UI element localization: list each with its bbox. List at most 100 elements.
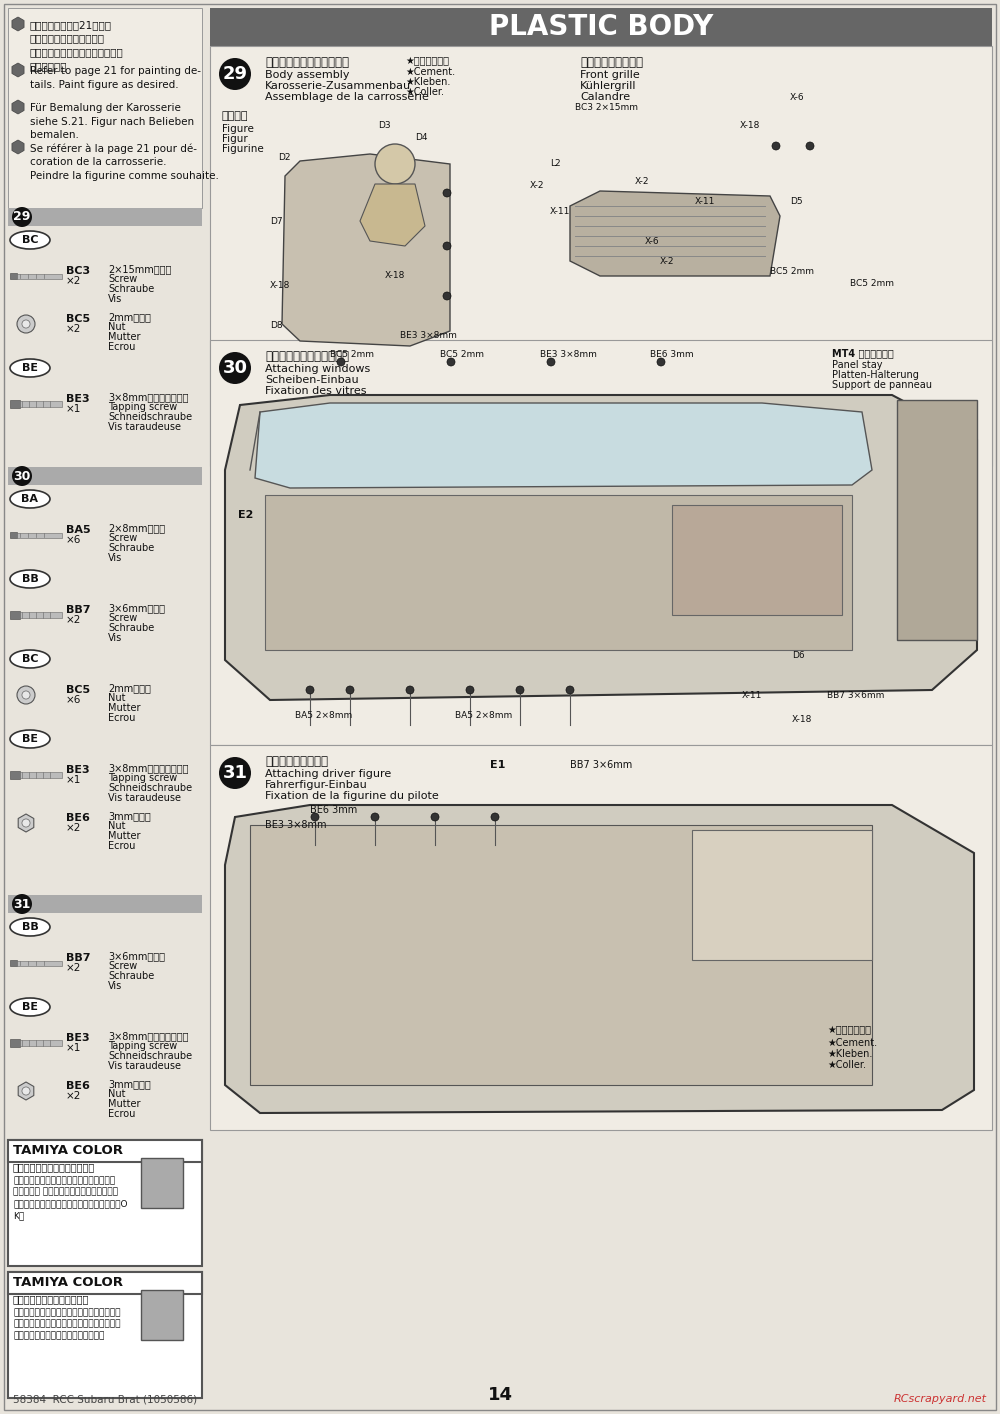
Text: Nut: Nut: [108, 822, 126, 831]
Text: Mutter: Mutter: [108, 1099, 140, 1109]
Text: BE3 3×8mm: BE3 3×8mm: [400, 331, 457, 341]
Text: 30: 30: [222, 359, 248, 378]
Text: Refer to page 21 for painting de-
tails. Paint figure as desired.: Refer to page 21 for painting de- tails.…: [30, 66, 201, 89]
Polygon shape: [282, 154, 450, 346]
Text: Screw: Screw: [108, 533, 137, 543]
FancyBboxPatch shape: [17, 533, 62, 537]
Text: Mutter: Mutter: [108, 831, 140, 841]
Text: 《ボディ部品の組み立て》: 《ボディ部品の組み立て》: [265, 57, 349, 69]
FancyBboxPatch shape: [20, 402, 62, 407]
Polygon shape: [12, 140, 24, 154]
Text: BC5 2mm: BC5 2mm: [440, 351, 484, 359]
Text: Figurine: Figurine: [222, 144, 264, 154]
Text: TAMIYA COLOR: TAMIYA COLOR: [13, 1144, 123, 1157]
Text: MT4 パネルステイ: MT4 パネルステイ: [832, 348, 894, 358]
Circle shape: [346, 686, 354, 694]
Polygon shape: [18, 814, 34, 831]
Text: BE: BE: [22, 734, 38, 744]
Text: BA5 2×8mm: BA5 2×8mm: [295, 710, 352, 720]
Text: 3×8mmタッピングビス: 3×8mmタッピングビス: [108, 1031, 188, 1041]
Text: ★Kleben.: ★Kleben.: [827, 1049, 872, 1059]
Text: Fixation de la figurine du pilote: Fixation de la figurine du pilote: [265, 790, 439, 800]
Text: L2: L2: [550, 160, 561, 168]
Text: BA5: BA5: [66, 525, 91, 534]
Text: Ecrou: Ecrou: [108, 841, 135, 851]
Text: BA5 2×8mm: BA5 2×8mm: [455, 710, 512, 720]
Text: Assemblage de la carrosserie: Assemblage de la carrosserie: [265, 92, 429, 102]
FancyBboxPatch shape: [20, 772, 62, 778]
Text: E1: E1: [490, 759, 505, 771]
Circle shape: [371, 813, 379, 822]
FancyBboxPatch shape: [8, 1140, 202, 1162]
Ellipse shape: [10, 650, 50, 667]
FancyBboxPatch shape: [10, 532, 17, 537]
Text: 58384  RCC Subaru Brat (1050586): 58384 RCC Subaru Brat (1050586): [13, 1394, 197, 1404]
Circle shape: [547, 358, 555, 366]
Circle shape: [375, 144, 415, 184]
Text: Schraube: Schraube: [108, 624, 154, 633]
Polygon shape: [12, 17, 24, 31]
Polygon shape: [225, 395, 977, 700]
Circle shape: [772, 141, 780, 150]
Circle shape: [337, 358, 345, 366]
Text: Vis taraudeuse: Vis taraudeuse: [108, 793, 181, 803]
Text: 29: 29: [13, 211, 31, 223]
Text: ×2: ×2: [66, 823, 81, 833]
Polygon shape: [692, 830, 872, 960]
Text: Fixation des vitres: Fixation des vitres: [265, 386, 366, 396]
Ellipse shape: [10, 998, 50, 1017]
Circle shape: [219, 756, 251, 789]
Text: Kühlergrill: Kühlergrill: [580, 81, 637, 90]
Text: Panel stay: Panel stay: [832, 361, 883, 370]
Polygon shape: [250, 824, 872, 1085]
FancyBboxPatch shape: [8, 8, 202, 208]
Text: RCscrapyard.net: RCscrapyard.net: [894, 1394, 987, 1404]
Circle shape: [491, 813, 499, 822]
Text: X-18: X-18: [792, 715, 812, 724]
Text: BC3: BC3: [66, 266, 90, 276]
Text: D2: D2: [278, 154, 290, 163]
FancyBboxPatch shape: [210, 8, 992, 47]
FancyBboxPatch shape: [10, 1039, 20, 1046]
Text: タミヤカラー（エナメル塗料）: タミヤカラー（エナメル塗料）: [13, 1162, 95, 1172]
Circle shape: [443, 293, 451, 300]
Text: 3mmナット: 3mmナット: [108, 1079, 151, 1089]
Ellipse shape: [10, 230, 50, 249]
Text: PLASTIC BODY: PLASTIC BODY: [489, 13, 713, 41]
Ellipse shape: [10, 918, 50, 936]
Text: D3: D3: [378, 122, 391, 130]
Polygon shape: [360, 184, 425, 246]
FancyBboxPatch shape: [210, 745, 992, 1130]
Text: ×2: ×2: [66, 324, 81, 334]
Text: Schraube: Schraube: [108, 543, 154, 553]
Circle shape: [22, 691, 30, 699]
Ellipse shape: [10, 359, 50, 378]
Polygon shape: [897, 400, 977, 641]
Text: Ecrou: Ecrou: [108, 1109, 135, 1118]
Text: ×2: ×2: [66, 276, 81, 286]
Text: X-18: X-18: [270, 281, 290, 290]
Circle shape: [219, 352, 251, 385]
Text: BA: BA: [22, 493, 38, 503]
FancyBboxPatch shape: [10, 273, 17, 279]
Text: BE3: BE3: [66, 1034, 90, 1044]
Text: ×2: ×2: [66, 1092, 81, 1102]
FancyBboxPatch shape: [17, 274, 62, 279]
FancyBboxPatch shape: [10, 960, 17, 966]
Circle shape: [443, 242, 451, 250]
Polygon shape: [265, 495, 852, 650]
Circle shape: [17, 315, 35, 334]
Text: ★接着します。: ★接着します。: [827, 1025, 871, 1035]
Text: BE: BE: [22, 363, 38, 373]
Circle shape: [466, 686, 474, 694]
Text: 細部の塗装色は、21ページ
の部品図を参考にしてくだ
さい。また、人形は自由に塗装し
てください。: 細部の塗装色は、21ページ の部品図を参考にしてくだ さい。また、人形は自由に塗…: [30, 20, 124, 71]
Text: Body assembly: Body assembly: [265, 71, 350, 81]
Text: BE3: BE3: [66, 395, 90, 404]
Circle shape: [12, 206, 32, 228]
Circle shape: [22, 320, 30, 328]
Text: D7: D7: [270, 216, 283, 225]
Text: Vis: Vis: [108, 553, 122, 563]
Polygon shape: [255, 403, 872, 488]
Ellipse shape: [10, 570, 50, 588]
Circle shape: [431, 813, 439, 822]
